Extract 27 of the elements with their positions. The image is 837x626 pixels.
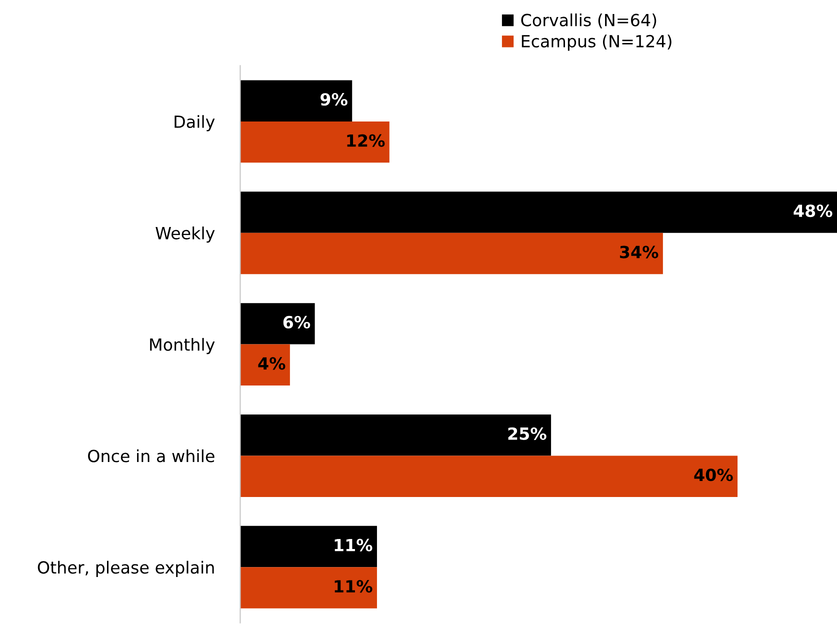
bar xyxy=(240,456,738,497)
bar xyxy=(240,80,352,122)
y-tick-label: Other, please explain xyxy=(38,560,214,577)
data-label: 6% xyxy=(283,316,310,329)
y-tick-label: Weekly xyxy=(156,226,215,243)
y-tick-label: Monthly xyxy=(150,338,215,354)
bar xyxy=(240,232,663,274)
data-label: 48% xyxy=(794,204,832,218)
y-tick-label: Daily xyxy=(174,115,215,132)
bar xyxy=(240,526,377,568)
data-label: 40% xyxy=(694,468,733,482)
bar xyxy=(240,567,377,608)
y-tick-label: Once in a while xyxy=(88,449,214,462)
data-label: 25% xyxy=(508,427,546,440)
legend-label: Ecampus (N=124) xyxy=(522,34,672,51)
bar xyxy=(240,344,290,386)
data-label: 34% xyxy=(620,246,658,258)
data-label: 11% xyxy=(334,580,372,593)
bar xyxy=(240,192,837,233)
bar xyxy=(240,121,390,163)
data-label: 12% xyxy=(347,134,385,147)
data-label: 11% xyxy=(334,538,372,552)
bar xyxy=(240,303,315,344)
legend-label: Corvallis (N=64) xyxy=(521,13,656,28)
data-label: 4% xyxy=(258,357,286,370)
bar xyxy=(240,414,552,456)
data-label: 9% xyxy=(320,93,348,106)
